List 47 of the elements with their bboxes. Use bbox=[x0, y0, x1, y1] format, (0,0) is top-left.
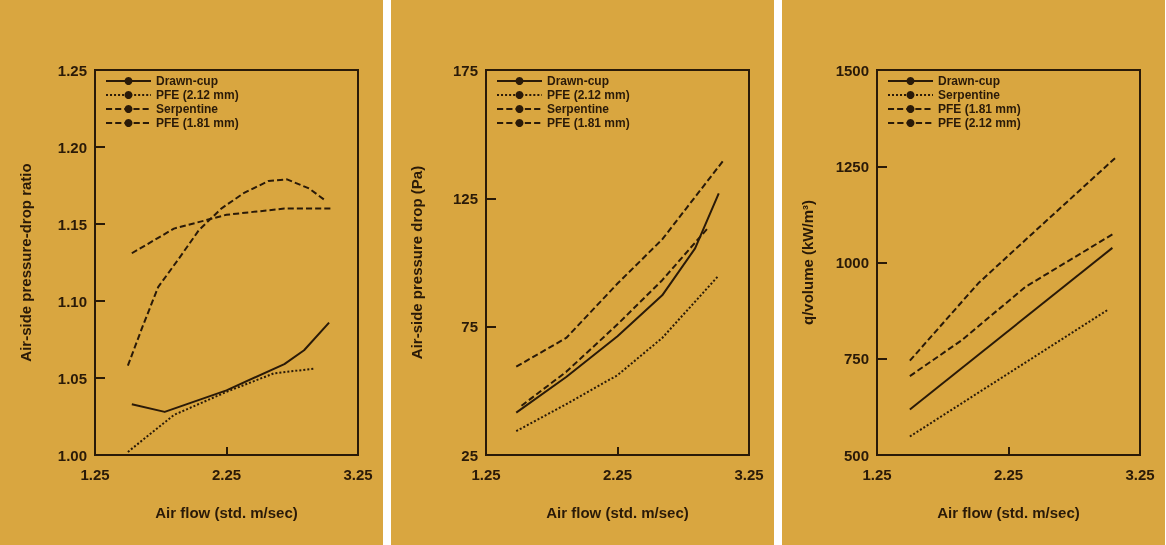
y-axis-title: q/volume (kW/m³) bbox=[799, 199, 816, 326]
y-tick-label: 1.10 bbox=[57, 292, 87, 310]
x-tick-label: 2.25 bbox=[602, 466, 633, 483]
x-axis-title: Air flow (std. m/sec) bbox=[155, 504, 298, 521]
line-series bbox=[520, 228, 708, 407]
y-tick-label: 1.15 bbox=[57, 215, 87, 233]
y-tick-label: 1.20 bbox=[57, 138, 87, 156]
legend-label: Serpentine bbox=[938, 88, 1001, 102]
legend-label: Drawn-cup bbox=[156, 74, 219, 88]
x-tick-label: 3.25 bbox=[1125, 466, 1155, 483]
y-tick-label: 75 bbox=[461, 318, 478, 336]
x-tick-label: 2.25 bbox=[993, 466, 1024, 483]
y-tick-label: 1.05 bbox=[57, 369, 87, 387]
legend-label: PFE (1.81 mm) bbox=[938, 102, 1021, 116]
x-tick-label: 1.25 bbox=[862, 466, 892, 483]
legend-label: Drawn-cup bbox=[547, 74, 610, 88]
y-tick-label: 175 bbox=[452, 61, 478, 79]
legend-label: PFE (2.12 mm) bbox=[938, 116, 1021, 130]
y-tick-label: 750 bbox=[843, 350, 869, 368]
legend-label: Drawn-cup bbox=[938, 74, 1001, 88]
line-series bbox=[908, 233, 1114, 378]
y-tick-label: 125 bbox=[452, 189, 478, 207]
y-axis-title: Air-side pressure drop (Pa) bbox=[408, 165, 425, 360]
y-tick-label: 1.00 bbox=[57, 446, 87, 464]
legend-label: Serpentine bbox=[547, 102, 610, 116]
line-series bbox=[515, 160, 724, 368]
legend-label: PFE (1.81 mm) bbox=[547, 116, 630, 130]
x-tick-label: 2.25 bbox=[211, 466, 242, 483]
legend-label: PFE (2.12 mm) bbox=[547, 88, 630, 102]
line-series bbox=[515, 275, 719, 433]
legend-label: Serpentine bbox=[156, 102, 219, 116]
x-tick-label: 3.25 bbox=[343, 466, 373, 483]
x-axis-title: Air flow (std. m/sec) bbox=[546, 504, 689, 521]
x-tick-label: 1.25 bbox=[80, 466, 110, 483]
legend-label: PFE (1.81 mm) bbox=[156, 116, 239, 130]
line-series bbox=[908, 157, 1117, 362]
y-tick-label: 25 bbox=[461, 446, 478, 464]
legend-label: PFE (2.12 mm) bbox=[156, 88, 239, 102]
y-tick-label: 500 bbox=[843, 446, 869, 464]
y-tick-label: 1000 bbox=[835, 254, 869, 271]
y-tick-label: 1500 bbox=[835, 61, 869, 79]
y-tick-label: 1.25 bbox=[57, 61, 87, 79]
y-tick-label: 1250 bbox=[835, 157, 869, 175]
x-tick-label: 3.25 bbox=[734, 466, 764, 483]
x-axis-title: Air flow (std. m/sec) bbox=[937, 504, 1080, 521]
y-axis-title: Air-side pressure-drop ratio bbox=[17, 163, 34, 362]
line-series bbox=[515, 192, 720, 414]
